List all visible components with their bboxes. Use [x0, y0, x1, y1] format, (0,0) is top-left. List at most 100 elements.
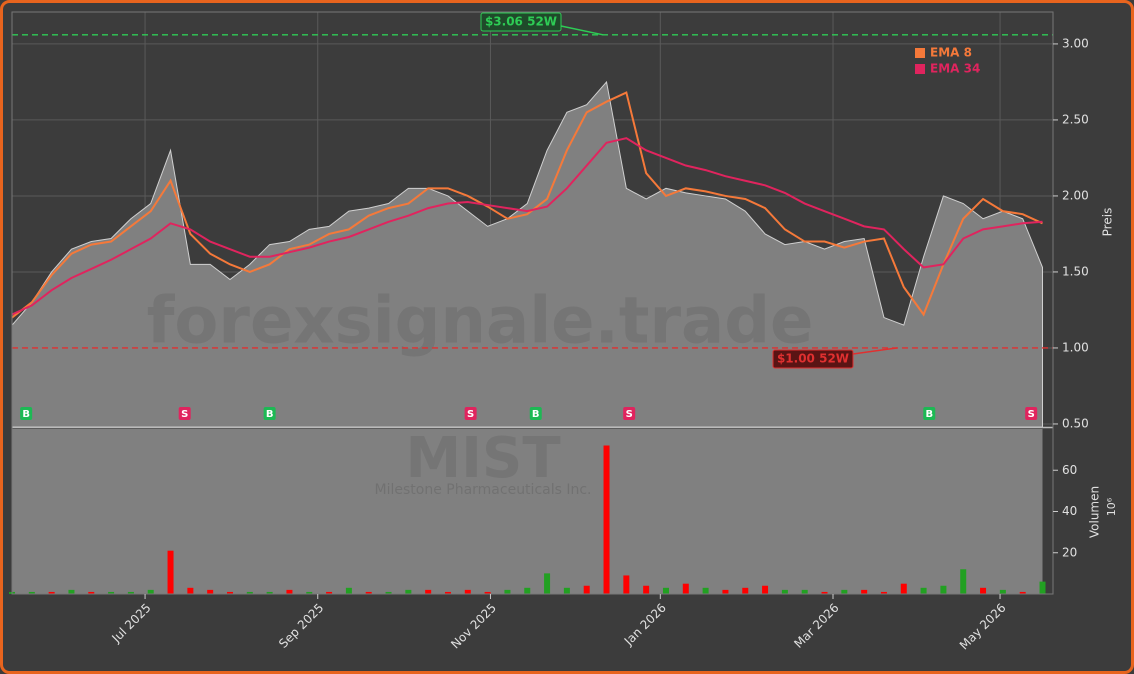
- volume-bar: [28, 591, 35, 594]
- volume-bar: [762, 585, 769, 594]
- volume-bar: [900, 583, 907, 594]
- signal-badge: [464, 407, 477, 420]
- ema-line: [11, 91, 1043, 319]
- volume-bar: [544, 573, 551, 594]
- volume-bar: [861, 589, 868, 594]
- volume-bar: [999, 589, 1006, 594]
- volume-bar: [326, 591, 333, 594]
- annotation-arrow: [560, 25, 604, 36]
- y2-tick-label: 40: [1062, 504, 1077, 518]
- volume-bar: [722, 589, 729, 594]
- legend-label: EMA 8: [930, 46, 972, 60]
- volume-bar: [147, 589, 154, 594]
- y-axis-label: Preis: [1101, 208, 1115, 237]
- volume-bar: [940, 585, 947, 594]
- volume-bar: [226, 591, 233, 594]
- volume-bar: [682, 583, 689, 594]
- volume-bar: [960, 569, 967, 594]
- volume-bar: [464, 589, 471, 594]
- signal-badge: [178, 407, 191, 420]
- volume-bar: [187, 587, 194, 594]
- y-tick-label: 0.50: [1062, 416, 1089, 430]
- signal-badge: [20, 407, 33, 420]
- legend-label: EMA 34: [930, 62, 980, 76]
- volume-bar: [643, 585, 650, 594]
- volume-bar: [246, 591, 253, 594]
- signal-label: S: [626, 409, 633, 420]
- signal-badge: [529, 407, 542, 420]
- y-tick-label: 2.00: [1062, 188, 1089, 202]
- ema-line: [11, 137, 1043, 316]
- y2-tick-label: 20: [1062, 545, 1077, 559]
- volume-bar: [345, 587, 352, 594]
- volume-bar: [88, 591, 95, 594]
- volume-bar: [167, 550, 174, 594]
- annotation-box: [772, 349, 854, 369]
- legend-swatch: [915, 48, 925, 58]
- signal-badge: [623, 407, 636, 420]
- volume-bar: [702, 587, 709, 594]
- annotation-box: [480, 12, 562, 32]
- annotation: $3.06 52W: [485, 15, 557, 29]
- volume-bar: [801, 589, 808, 594]
- y-tick-label: 2.50: [1062, 112, 1089, 126]
- volume-bar: [980, 587, 987, 594]
- legend-swatch: [915, 64, 925, 74]
- signal-badge: [1025, 407, 1038, 420]
- volume-bar: [127, 591, 134, 594]
- volume-bar: [504, 589, 511, 594]
- annotation: $1.00 52W: [777, 352, 849, 366]
- volume-bar: [286, 589, 293, 594]
- signal-badge: [263, 407, 276, 420]
- volume-bar: [880, 591, 887, 594]
- signal-label: B: [22, 409, 30, 420]
- y-tick-label: 1.00: [1062, 340, 1089, 354]
- volume-bar: [365, 591, 372, 594]
- volume-bar: [603, 445, 610, 594]
- annotation-arrow: [852, 347, 898, 355]
- volume-bar: [583, 585, 590, 594]
- volume-bar: [841, 589, 848, 594]
- y2-axis-label: Volumen: [1088, 486, 1102, 538]
- volume-bar: [484, 591, 491, 594]
- volume-bar: [207, 589, 214, 594]
- volume-bar: [266, 591, 273, 594]
- volume-bar: [405, 589, 412, 594]
- volume-bar: [920, 587, 927, 594]
- volume-bar: [821, 591, 828, 594]
- volume-bar: [68, 589, 75, 594]
- volume-bar: [662, 587, 669, 594]
- price-area: [11, 80, 1044, 428]
- signal-label: B: [925, 409, 933, 420]
- volume-bar: [48, 591, 55, 594]
- signal-label: B: [532, 409, 540, 420]
- volume-bar: [563, 587, 570, 594]
- signal-label: B: [266, 409, 274, 420]
- volume-bar: [1039, 581, 1046, 594]
- volume-bar: [108, 591, 115, 594]
- signal-label: S: [1028, 409, 1035, 420]
- signal-label: S: [467, 409, 474, 420]
- signal-label: S: [181, 409, 188, 420]
- volume-bar: [524, 587, 531, 594]
- volume-bar: [425, 589, 432, 594]
- signal-badge: [923, 407, 936, 420]
- y-tick-label: 1.50: [1062, 264, 1089, 278]
- volume-bar: [385, 591, 392, 594]
- y-tick-label: 3.00: [1062, 36, 1089, 50]
- volume-bar: [444, 591, 451, 594]
- volume-bar: [306, 591, 313, 594]
- area-layer: [11, 80, 1044, 594]
- company: Milestone Pharmaceuticals Inc.: [375, 482, 592, 498]
- volume-bar: [781, 589, 788, 594]
- watermark: forexsignale.trade: [147, 285, 814, 359]
- ticker: MIST: [405, 426, 560, 491]
- y2-axis-scale: 10⁶: [1105, 497, 1118, 516]
- plot-border: [11, 11, 1054, 595]
- y2-tick-label: 60: [1062, 463, 1077, 477]
- volume-bar: [742, 587, 749, 594]
- volume-bar: [623, 575, 630, 594]
- volume-bar: [1019, 591, 1026, 594]
- plot: EMA 8 EMA 34 $3.06 52W $1.00 52W B S B S B S B S: [9, 12, 1053, 594]
